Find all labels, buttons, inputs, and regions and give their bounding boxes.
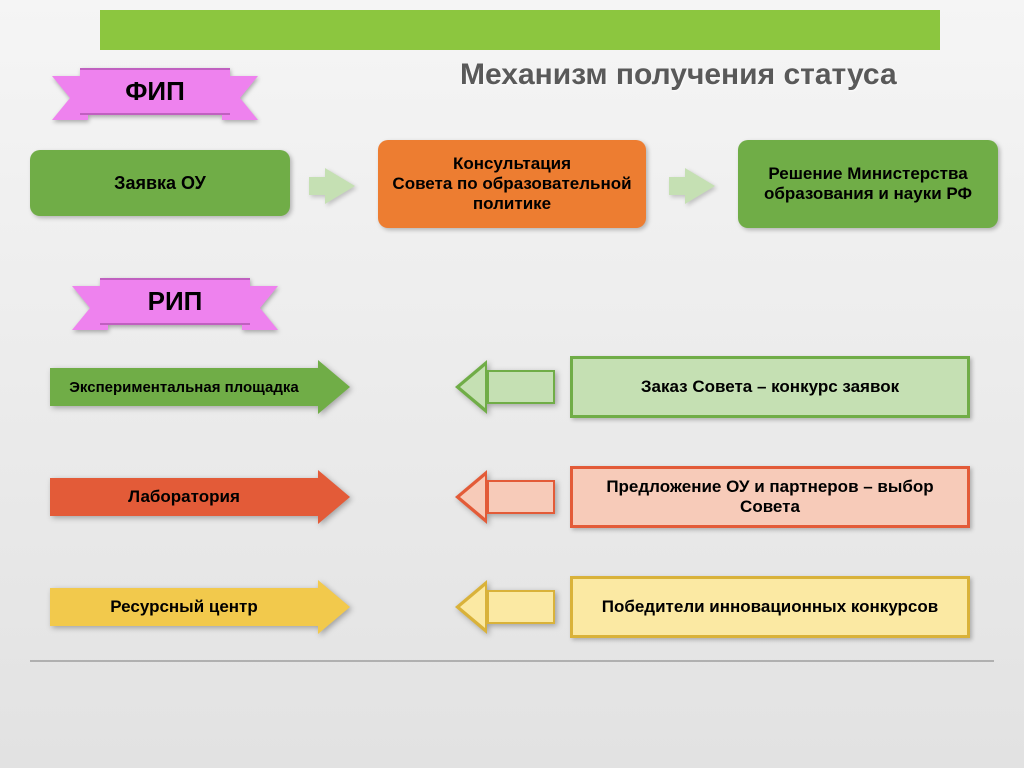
panel-winners: Победители инновационных конкурсов [570, 576, 970, 638]
ribbon-rip: РИП [100, 278, 250, 325]
panel-order-text: Заказ Совета – конкурс заявок [641, 377, 899, 397]
panel-offer-text: Предложение ОУ и партнеров – выбор Совет… [583, 477, 957, 517]
ribbon-fip: ФИП [80, 68, 230, 115]
arrow-back-1 [455, 360, 555, 414]
arrow-back-2 [455, 470, 555, 524]
ribbon-fip-label: ФИП [80, 68, 230, 115]
panel-winners-text: Победители инновационных конкурсов [602, 597, 938, 617]
flow-arrow-1 [325, 168, 355, 204]
box-decision: Решение Министерства образования и науки… [738, 140, 998, 228]
box-application-text: Заявка ОУ [36, 173, 284, 194]
arrow-back-3 [455, 580, 555, 634]
header-bar [100, 10, 940, 50]
arrow-laboratory-label: Лаборатория [50, 478, 318, 516]
box-application: Заявка ОУ [30, 150, 290, 216]
box-consultation-line1: Консультация [384, 154, 640, 174]
panel-offer: Предложение ОУ и партнеров – выбор Совет… [570, 466, 970, 528]
arrow-resource-label: Ресурсный центр [50, 588, 318, 626]
arrow-resource: Ресурсный центр [50, 580, 350, 634]
box-consultation: Консультация Совета по образовательной п… [378, 140, 646, 228]
arrow-laboratory: Лаборатория [50, 470, 350, 524]
box-decision-text: Решение Министерства образования и науки… [744, 164, 992, 204]
panel-order: Заказ Совета – конкурс заявок [570, 356, 970, 418]
page-title: Механизм получения статуса [460, 58, 897, 92]
flow-arrow-2 [685, 168, 715, 204]
ribbon-rip-label: РИП [100, 278, 250, 325]
arrow-experimental-label: Экспериментальная площадка [50, 368, 318, 406]
divider [30, 660, 994, 662]
box-consultation-line2: Совета по образовательной политике [384, 174, 640, 214]
arrow-experimental: Экспериментальная площадка [50, 360, 350, 414]
